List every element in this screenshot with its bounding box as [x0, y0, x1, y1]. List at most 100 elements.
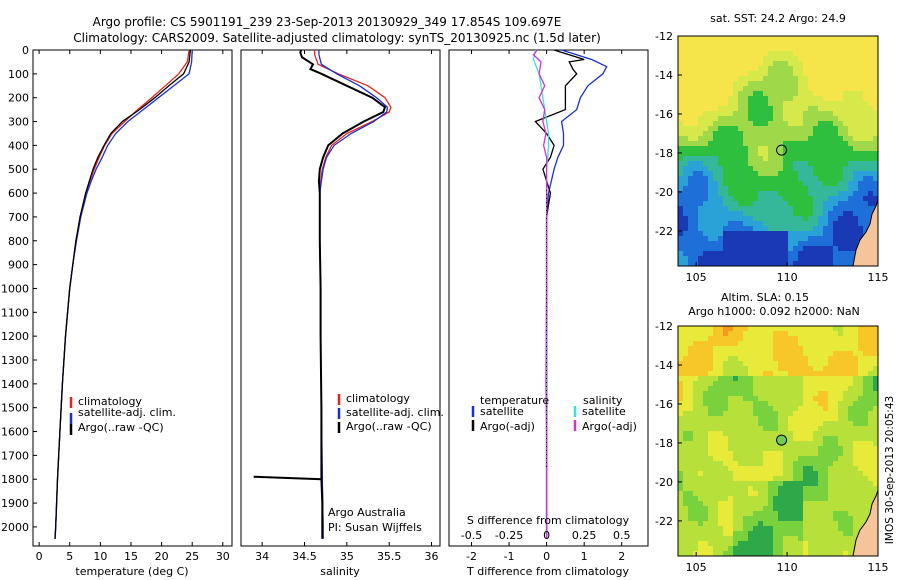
map-cell: [753, 376, 758, 381]
map-cell: [798, 96, 803, 101]
x-tick-label: 35: [340, 550, 354, 563]
map-cell: [683, 371, 688, 376]
map-cell: [753, 231, 758, 236]
map-cell: [868, 111, 873, 116]
map-cell: [838, 546, 843, 551]
map-cell: [693, 381, 698, 386]
map-cell: [728, 56, 733, 61]
map-cell: [763, 191, 768, 196]
map-cell: [733, 386, 738, 391]
map-cell: [768, 236, 773, 241]
map-cell: [868, 46, 873, 51]
map-cell: [683, 436, 688, 441]
map-cell: [843, 261, 848, 266]
map-cell: [808, 511, 813, 516]
map-cell: [863, 71, 868, 76]
map-cell: [683, 211, 688, 216]
map-cell: [693, 216, 698, 221]
map-cell: [863, 516, 868, 521]
map-cell: [728, 176, 733, 181]
map-cell: [733, 516, 738, 521]
map-cell: [753, 101, 758, 106]
map-cell: [848, 46, 853, 51]
map-cell: [838, 531, 843, 536]
map-cell: [798, 101, 803, 106]
map-cell: [693, 221, 698, 226]
map-cell: [753, 41, 758, 46]
map-cell: [848, 351, 853, 356]
map-cell: [828, 91, 833, 96]
map-cell: [778, 196, 783, 201]
map-cell: [853, 176, 858, 181]
map-cell: [713, 341, 718, 346]
map-cell: [813, 381, 818, 386]
map-cell: [848, 51, 853, 56]
map-cell: [738, 121, 743, 126]
map-cell: [713, 331, 718, 336]
map-cell: [718, 446, 723, 451]
map-cell: [693, 231, 698, 236]
map-cell: [823, 166, 828, 171]
map-cell: [708, 336, 713, 341]
map-cell: [758, 381, 763, 386]
salinity-panel: 34 34.5 35 35.5 36 salinity climatology sate…: [240, 49, 444, 578]
map-cell: [818, 146, 823, 151]
map-cell: [808, 241, 813, 246]
map-cell: [768, 136, 773, 141]
map-cell: [713, 411, 718, 416]
map-cell: [728, 326, 733, 331]
map-cell: [753, 366, 758, 371]
map-cell: [733, 166, 738, 171]
map-cell: [783, 216, 788, 221]
map-cell: [758, 441, 763, 446]
map-cell: [693, 411, 698, 416]
map-cell: [768, 241, 773, 246]
map-cell: [853, 506, 858, 511]
map-cell: [688, 541, 693, 546]
map-cell: [753, 391, 758, 396]
map-cell: [688, 526, 693, 531]
map-cell: [868, 466, 873, 471]
map-cell: [763, 406, 768, 411]
map-cell: [818, 481, 823, 486]
map-cell: [748, 471, 753, 476]
map-cell: [858, 346, 863, 351]
map-cell: [743, 481, 748, 486]
map-cell: [828, 451, 833, 456]
map-cell: [718, 351, 723, 356]
map-cell: [763, 391, 768, 396]
map-cell: [828, 336, 833, 341]
map-cell: [733, 201, 738, 206]
map-cell: [783, 181, 788, 186]
map-cell: [843, 426, 848, 431]
map-cell: [733, 71, 738, 76]
map-cell: [788, 426, 793, 431]
map-cell: [723, 441, 728, 446]
map-cell: [683, 526, 688, 531]
map-cell: [738, 111, 743, 116]
map-cell: [778, 351, 783, 356]
map-cell: [863, 111, 868, 116]
map-cell: [848, 406, 853, 411]
map-cell: [833, 381, 838, 386]
map-cell: [683, 501, 688, 506]
map-cell: [853, 446, 858, 451]
map-cell: [683, 121, 688, 126]
map-cell: [693, 146, 698, 151]
map-cell: [708, 531, 713, 536]
map-cell: [783, 201, 788, 206]
map-cell: [693, 176, 698, 181]
map-cell: [843, 431, 848, 436]
map-cell: [713, 211, 718, 216]
temperature-panel: 0100200300400500600700800900100011001200…: [1, 44, 233, 578]
map-cell: [838, 116, 843, 121]
map-cell: [833, 511, 838, 516]
map-cell: [793, 61, 798, 66]
map-cell: [698, 166, 703, 171]
map-y-tick-label: -20: [655, 476, 673, 489]
map-cell: [723, 396, 728, 401]
map-cell: [678, 56, 683, 61]
map-cell: [763, 176, 768, 181]
map-cell: [748, 246, 753, 251]
map-cell: [683, 176, 688, 181]
